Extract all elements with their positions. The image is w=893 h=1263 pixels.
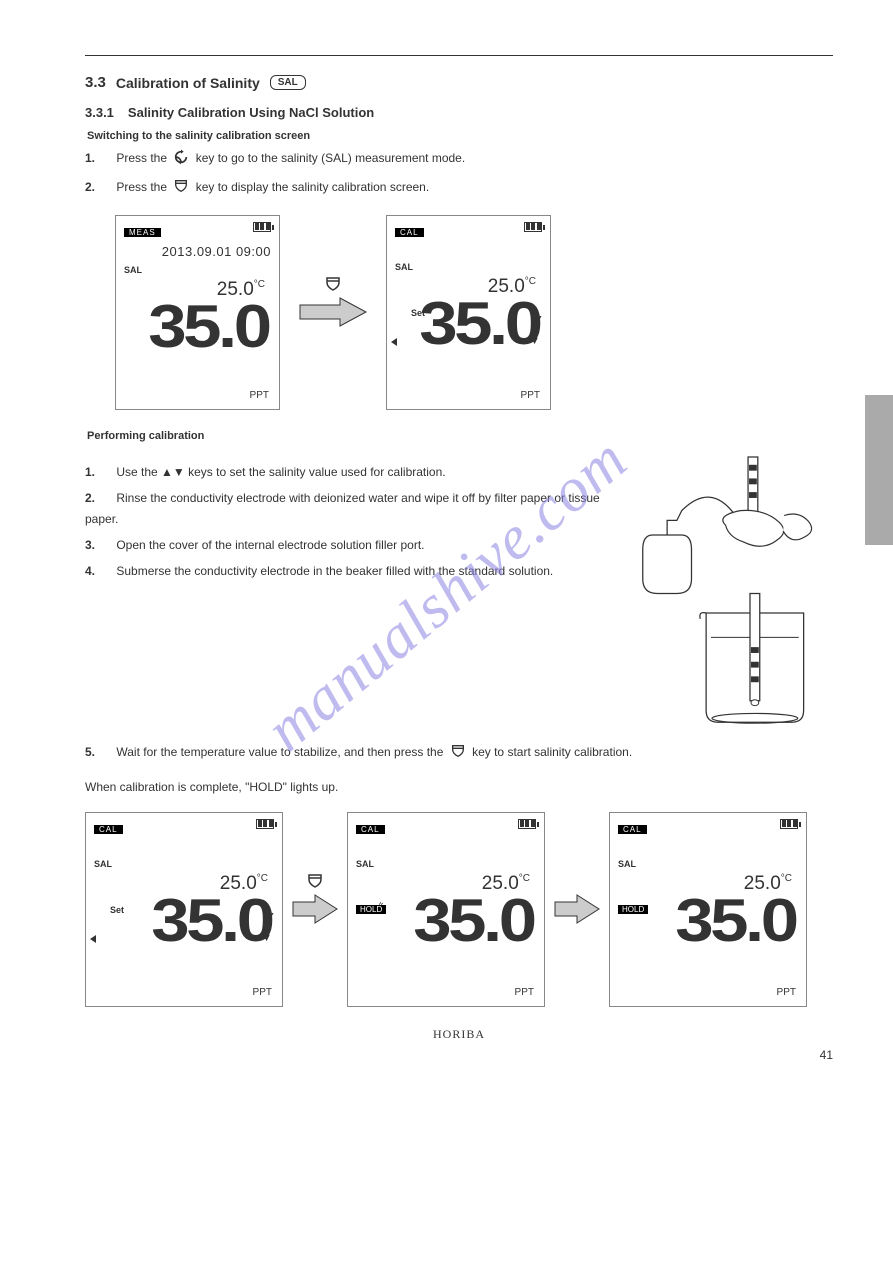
sub-inner-title-2: Performing calibration [87,430,833,442]
battery-icon [524,222,542,232]
mode-indicator: MEAS [124,228,161,237]
cal-key-icon [173,178,189,200]
mode-indicator: CAL [356,825,385,834]
step-num: 1. [85,148,103,168]
sal-label: SAL [356,859,536,869]
cycle-icon [173,149,189,171]
step-1: 1. Press the key to go to the salinity (… [85,148,833,171]
step-text: Press the [116,180,170,194]
screen-cal-c: CAL SAL HOLD 25.0°C 35.0 PPT [609,812,807,1007]
sal-key-label: SAL [270,75,306,90]
step-text: key to display the salinity calibration … [196,180,429,194]
mode-indicator: CAL [94,825,123,834]
step-text: Press the [116,151,170,165]
cal-key-icon [324,275,342,293]
screen-meas: MEAS 2013.09.01 09:00 SAL 25.0°C 35.0 PP… [115,215,280,410]
sal-label: SAL [94,859,274,869]
step-text: key to start salinity calibration. [472,745,632,759]
step-text: Rinse the conductivity electrode with de… [85,491,600,525]
battery-icon [518,819,536,829]
step-num: 1. [85,462,103,482]
top-rule [85,55,833,56]
step-text: key to go to the salinity (SAL) measurem… [196,151,465,165]
main-reading: 35.0 [67,891,274,951]
main-reading: 35.0 [102,297,271,357]
cal-key-icon [450,743,466,765]
main-reading: 35.0 [329,891,536,951]
subsection-title: Salinity Calibration Using NaCl Solution [128,105,374,120]
section-number: 3.3 [85,74,106,91]
side-tab [865,395,893,545]
step-text: Open the cover of the internal electrode… [116,538,424,552]
mode-indicator: CAL [618,825,647,834]
step-mid-2: 2. Rinse the conductivity electrode with… [85,488,615,529]
datetime: 2013.09.01 09:00 [124,244,271,259]
step-num: 5. [85,742,103,762]
step-num: 2. [85,488,103,508]
battery-icon [256,819,274,829]
electrode-illustration [633,456,828,731]
screen-cal-a: CAL SAL Set ▲▼ ′′ 25.0°C 35.0 PPT [85,812,283,1007]
screens-row-2: CAL SAL Set ▲▼ ′′ 25.0°C 35.0 PPT CAL SA… [85,812,833,1007]
step-mid-3: 3. Open the cover of the internal electr… [85,535,615,555]
sal-label: SAL [395,262,542,272]
battery-icon [780,819,798,829]
screen-cal-b: CAL SAL HOLD ′′ 25.0°C 35.0 PPT [347,812,545,1007]
sal-label: SAL [618,859,798,869]
unit-label: PPT [515,987,534,998]
step-5: 5. Wait for the temperature value to sta… [85,742,833,765]
illustration-area [633,456,833,736]
cal-key-icon [306,872,324,890]
step-num: 2. [85,177,103,197]
battery-icon [253,222,271,232]
step-text: Submerse the conductivity electrode in t… [116,564,553,578]
note-hold: When calibration is complete, "HOLD" lig… [85,777,833,797]
subsection-header: 3.3.1 Salinity Calibration Using NaCl So… [85,105,833,120]
step-2: 2. Press the key to display the salinity… [85,177,833,200]
main-reading: 35.0 [591,891,798,951]
section-title: Calibration of Salinity [116,75,260,91]
step-num: 3. [85,535,103,555]
step-text: Use the ▲▼ keys to set the salinity valu… [116,465,445,479]
footer-brand: HORIBA [85,1027,833,1042]
step-mid-1: 1. Use the ▲▼ keys to set the salinity v… [85,462,615,482]
step-mid-4: 4. Submerse the conductivity electrode i… [85,561,615,581]
screen-cal-set: CAL SAL Set ▲▼ ′′ 25.0°C 35.0 PPT [386,215,551,410]
mode-indicator: CAL [395,228,424,237]
sub-inner-title: Switching to the salinity calibration sc… [87,130,833,142]
page-number: 41 [820,1048,833,1062]
unit-label: PPT [777,987,796,998]
main-reading: 35.0 [373,294,542,354]
section-header: 3.3 Calibration of Salinity SAL [85,74,833,91]
step-text: Wait for the temperature value to stabil… [116,745,446,759]
sal-label: SAL [124,265,271,275]
unit-label: PPT [253,987,272,998]
screens-row-1: MEAS 2013.09.01 09:00 SAL 25.0°C 35.0 PP… [115,215,833,410]
step-num: 4. [85,561,103,581]
unit-label: PPT [521,390,540,401]
subsection-number: 3.3.1 [85,105,114,120]
arrow-right [298,297,368,327]
unit-label: PPT [250,390,269,401]
